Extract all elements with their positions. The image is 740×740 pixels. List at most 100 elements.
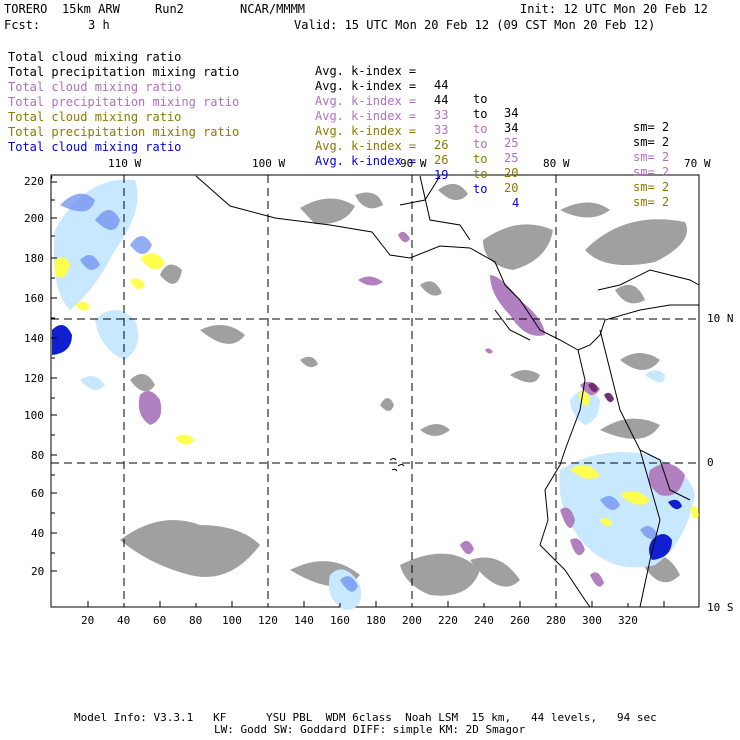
valid-time: Valid: 15 UTC Mon 20 Feb 12 (09 CST Mon … <box>294 18 656 32</box>
model-resolution: 15km ARW <box>62 2 120 16</box>
legend-smoothing: sm= 2 <box>633 135 670 149</box>
legend-to-word: to <box>473 182 488 196</box>
lon-label: 70 W <box>684 157 711 170</box>
y-tick-label: 100 <box>24 409 44 422</box>
forecast-label: Fcst: <box>4 18 41 32</box>
run-label: Run2 <box>155 2 184 16</box>
legend-field: Total cloud mixing ratio <box>8 110 182 124</box>
x-tick-label: 120 <box>258 614 278 627</box>
y-tick-label: 140 <box>24 332 44 345</box>
legend-to-word: to <box>473 122 488 136</box>
lat-label: 10 S <box>707 601 734 614</box>
dark-purple-cloud-layer <box>588 382 614 403</box>
init-time: Init: 12 UTC Mon 20 Feb 12 <box>520 2 708 16</box>
x-tick-label: 40 <box>117 614 131 627</box>
y-tick-label: 180 <box>24 252 44 265</box>
lat-label: 0 <box>707 456 714 469</box>
forecast-hour: 3 h <box>88 18 110 32</box>
x-tick-label: 160 <box>330 614 350 627</box>
x-tick-label: 280 <box>546 614 566 627</box>
legend-row: Total precipitation mixing ratio Avg. k-… <box>8 51 669 149</box>
legend-row: Total precipitation mixing ratio Avg. k-… <box>8 81 669 179</box>
model-name: TORERO <box>4 2 48 16</box>
legend-from: 26 <box>434 138 449 152</box>
y-tick-label: 60 <box>31 487 45 500</box>
y-tick-label: 160 <box>24 292 44 305</box>
lon-label: 90 W <box>400 157 427 170</box>
mid-blue-cloud-layer <box>60 193 658 592</box>
x-tick-label: 140 <box>294 614 314 627</box>
legend-row: Total precipitation mixing ratio Avg. k-… <box>8 111 669 209</box>
x-tick-label: 100 <box>222 614 242 627</box>
x-tick-label: 220 <box>438 614 458 627</box>
legend-from: 26 <box>434 153 449 167</box>
x-tick-label: 80 <box>189 614 203 627</box>
coastlines <box>50 175 700 608</box>
legend-field: Total precipitation mixing ratio <box>8 95 240 109</box>
legend-from: 19 <box>434 168 449 182</box>
x-tick-label: 300 <box>582 614 602 627</box>
legend-field: Total cloud mixing ratio <box>8 80 182 94</box>
legend-to-word: to <box>473 107 488 121</box>
gray-cloud-layer <box>120 183 687 596</box>
legend-to-word: to <box>473 137 488 151</box>
x-tick-label: 60 <box>153 614 167 627</box>
lon-label: 110 W <box>108 157 142 170</box>
legend-field: Total precipitation mixing ratio <box>8 65 240 79</box>
legend-to: 34 <box>504 121 519 135</box>
y-tick-label: 200 <box>24 212 44 225</box>
legend-smoothing: sm= 2 <box>633 120 670 134</box>
legend-avg: Avg. k-index = <box>315 109 417 123</box>
legend-to: 34 <box>504 106 519 120</box>
legend-field: Total precipitation mixing ratio <box>8 125 240 139</box>
legend-to: 4 <box>512 196 520 210</box>
legend-to: 20 <box>504 181 519 195</box>
legend-avg: Avg. k-index = <box>315 154 417 168</box>
legend-avg: Avg. k-index = <box>315 64 417 78</box>
legend-from: 44 <box>434 93 449 107</box>
yellow-cloud-layer <box>55 253 699 527</box>
legend-smoothing: sm= 2 <box>633 150 670 164</box>
model-info-line1: Model Info: V3.3.1 KF YSU PBL WDM 6class… <box>74 711 657 724</box>
legend-to: 25 <box>504 151 519 165</box>
lat-lon-grid <box>51 175 699 607</box>
lon-label: 100 W <box>252 157 286 170</box>
x-tick-label: 200 <box>402 614 422 627</box>
y-tick-label: 120 <box>24 372 44 385</box>
legend-avg: Avg. k-index = <box>315 124 417 138</box>
legend-smoothing: sm= 2 <box>633 195 670 209</box>
y-tick-label: 80 <box>31 449 45 462</box>
x-tick-label: 180 <box>366 614 386 627</box>
legend-avg: Avg. k-index = <box>315 139 417 153</box>
legend-from: 33 <box>434 123 449 137</box>
legend-row: Total cloud mixing ratio Avg. k-index = … <box>8 66 669 164</box>
y-tick-label: 40 <box>31 527 45 540</box>
legend-row: Total cloud mixing ratio Avg. k-index = … <box>8 36 669 134</box>
x-tick-label: 320 <box>618 614 638 627</box>
lon-label: 80 W <box>543 157 570 170</box>
legend-smoothing: sm= 2 <box>633 180 670 194</box>
x-tick-label: 20 <box>81 614 95 627</box>
x-tick-label: 260 <box>510 614 530 627</box>
legend-avg: Avg. k-index = <box>315 79 417 93</box>
legend-to-word: to <box>473 92 488 106</box>
organization-label: NCAR/MMMM <box>240 2 306 16</box>
y-tick-label: 220 <box>24 175 44 188</box>
y-tick-label: 20 <box>31 565 45 578</box>
legend-field: Total cloud mixing ratio <box>8 140 182 154</box>
legend-field: Total cloud mixing ratio <box>8 50 182 64</box>
legend-to: 20 <box>504 166 519 180</box>
legend-avg: Avg. k-index = <box>315 94 417 108</box>
model-info-line2: LW: Godd SW: Goddard DIFF: simple KM: 2D… <box>214 723 526 736</box>
legend-smoothing: sm= 2 <box>633 165 670 179</box>
legend-row: Total cloud mixing ratio Avg. k-index = … <box>8 126 519 224</box>
lat-label: 10 N <box>707 312 734 325</box>
legend-row: Total cloud mixing ratio Avg. k-index = … <box>8 96 669 194</box>
legend-from: 44 <box>434 78 449 92</box>
legend-to: 25 <box>504 136 519 150</box>
legend-from: 33 <box>434 108 449 122</box>
axis-ticks <box>51 181 665 607</box>
x-tick-label: 240 <box>474 614 494 627</box>
legend-to-word: to <box>473 152 488 166</box>
